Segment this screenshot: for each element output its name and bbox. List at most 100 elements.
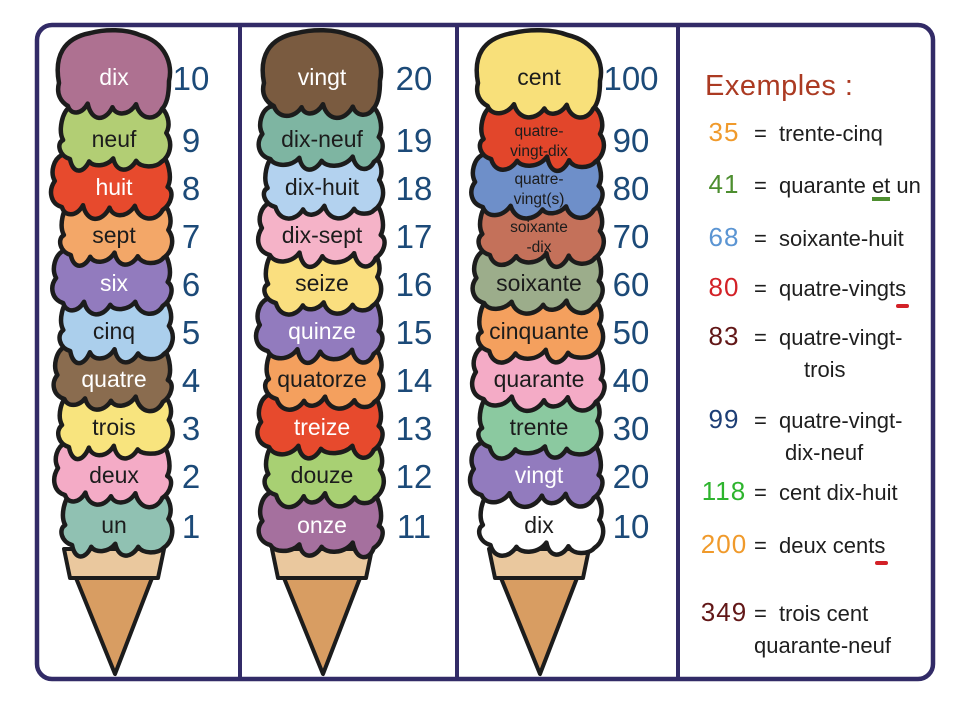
examples-panel: Exemples : 35 = trente-cinq 41 = quarante e…	[680, 25, 933, 679]
example-text: cent dix-huit	[778, 480, 898, 505]
scoop-label: six	[100, 270, 129, 296]
scoop-label: dix-sept	[282, 222, 363, 248]
number-5: 5	[182, 314, 200, 351]
number-17: 17	[396, 218, 433, 255]
example-text: s	[895, 276, 907, 301]
example-99: 99 = quatre-vingt-dix-neuf	[694, 404, 931, 468]
scoop-label: un	[101, 512, 127, 538]
example-number: 200	[700, 529, 748, 559]
scoop-label: cent	[517, 64, 561, 90]
equals-sign: =	[754, 325, 773, 350]
example-text: soixante-huit	[778, 226, 904, 251]
example-text-line2: trois	[804, 357, 846, 382]
ice-cream-stacks: un deux trois quatre cinq six sept huit neuf dix 1…	[48, 28, 659, 676]
number-80: 80	[613, 170, 650, 207]
example-number: 349	[700, 597, 748, 627]
example-text-line2: quarante-neuf	[754, 633, 891, 658]
scoop-label: quatre-	[514, 171, 563, 188]
example-number: 68	[708, 222, 740, 252]
number-7: 7	[182, 218, 200, 255]
ice-cream-units: un deux trois quatre cinq six sept huit neuf dix 1…	[48, 28, 210, 676]
equals-sign: =	[754, 601, 773, 626]
example-68: 68 = soixante-huit	[694, 222, 931, 254]
number-6: 6	[182, 266, 200, 303]
example-text: et	[871, 175, 891, 201]
example-118: 118 = cent dix-huit	[694, 476, 931, 508]
scoop-dix	[55, 28, 173, 121]
scoop-label: cinquante	[489, 318, 589, 344]
example-number: 80	[708, 272, 740, 302]
example-text: quatre-vingt	[778, 276, 896, 301]
scoop-label: seize	[295, 270, 349, 296]
scoop-label: dix-neuf	[281, 126, 363, 152]
example-text: un	[890, 173, 921, 198]
number-30: 30	[613, 410, 650, 447]
scoop-label: soixante	[510, 219, 568, 236]
scoop-quatre-vingt-dix	[477, 99, 607, 174]
scoop-label: huit	[95, 174, 133, 200]
scoop-label: dix	[524, 512, 554, 538]
scoop-dix-neuf	[256, 99, 385, 172]
number-50: 50	[613, 314, 650, 351]
examples-title: Exemples :	[705, 70, 854, 102]
example-number: 83	[708, 321, 740, 351]
scoop-label: trois	[92, 414, 135, 440]
scoop-label: cinq	[93, 318, 135, 344]
number-1: 1	[182, 508, 200, 545]
number-40: 40	[613, 362, 650, 399]
equals-sign: =	[754, 533, 773, 558]
scoop-label: vingt-dix	[510, 143, 568, 160]
number-11: 11	[397, 508, 431, 545]
example-text-line2: dix-neuf	[785, 440, 864, 465]
scoop-label: vingt	[298, 64, 347, 90]
scoop-vingt	[260, 28, 384, 121]
number-14: 14	[396, 362, 433, 399]
equals-sign: =	[754, 121, 773, 146]
example-41: 41 = quarante et un	[694, 169, 931, 201]
example-number: 118	[701, 476, 747, 506]
scoop-label: quarante	[494, 366, 585, 392]
example-number: 99	[708, 404, 740, 434]
ice-cream-tens: dix vingt trente quarante cinquante soixante s…	[467, 28, 659, 676]
example-35: 35 = trente-cinq	[694, 117, 931, 149]
number-20: 20	[396, 60, 433, 97]
scoop-label: dix	[99, 64, 129, 90]
scoop-label: -dix	[527, 239, 552, 256]
scoop-cent	[474, 28, 604, 120]
number-15: 15	[396, 314, 433, 351]
example-80: 80 = quatre-vingts	[694, 272, 931, 304]
equals-sign: =	[754, 173, 773, 198]
example-83: 83 = quatre-vingt-trois	[694, 321, 931, 385]
scoop-label: quatorze	[277, 366, 367, 392]
example-number: 41	[708, 169, 740, 199]
example-text: trois cent	[778, 601, 869, 626]
equals-sign: =	[754, 480, 773, 505]
number-20: 20	[613, 458, 650, 495]
number-19: 19	[396, 122, 433, 159]
example-text: quarante	[778, 173, 872, 198]
number-12: 12	[396, 458, 433, 495]
number-16: 16	[396, 266, 433, 303]
number-13: 13	[396, 410, 433, 447]
example-200: 200 = deux cents	[694, 529, 931, 561]
number-100: 100	[603, 60, 658, 97]
example-text: s	[874, 533, 886, 558]
number-8: 8	[182, 170, 200, 207]
scoop-neuf	[57, 99, 173, 173]
scoop-label: quinze	[288, 318, 356, 344]
example-text: deux cent	[778, 533, 875, 558]
number-60: 60	[613, 266, 650, 303]
example-text: quatre-vingt-	[778, 408, 903, 433]
example-text: trente-cinq	[778, 121, 883, 146]
example-349: 349 = trois cent quarante-neuf	[694, 597, 931, 661]
number-18: 18	[396, 170, 433, 207]
number-10: 10	[613, 508, 650, 545]
scoop-label: douze	[291, 462, 354, 488]
scoop-label: trente	[510, 414, 569, 440]
number-4: 4	[182, 362, 200, 399]
number-2: 2	[182, 458, 200, 495]
number-10: 10	[173, 60, 210, 97]
scoop-label: soixante	[496, 270, 582, 296]
equals-sign: =	[754, 408, 773, 433]
scoop-label: neuf	[92, 126, 137, 152]
